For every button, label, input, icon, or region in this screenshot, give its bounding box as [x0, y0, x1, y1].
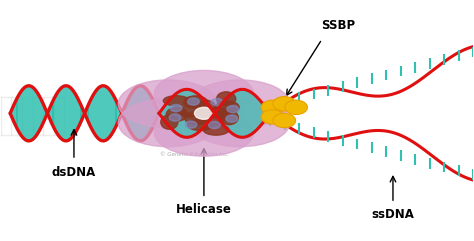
Ellipse shape [194, 107, 213, 119]
Ellipse shape [209, 121, 220, 129]
Text: SSBP: SSBP [321, 19, 356, 32]
Ellipse shape [217, 92, 236, 106]
Ellipse shape [202, 111, 225, 124]
Ellipse shape [220, 110, 238, 125]
Ellipse shape [118, 99, 218, 147]
Ellipse shape [273, 97, 296, 111]
Ellipse shape [188, 98, 200, 105]
Ellipse shape [184, 96, 208, 108]
Ellipse shape [166, 107, 187, 121]
Ellipse shape [190, 80, 290, 128]
Ellipse shape [196, 100, 216, 114]
Ellipse shape [190, 99, 290, 147]
Ellipse shape [205, 108, 231, 118]
Ellipse shape [169, 114, 181, 121]
Ellipse shape [285, 100, 308, 114]
Ellipse shape [226, 115, 237, 122]
Ellipse shape [161, 115, 178, 129]
Ellipse shape [185, 121, 197, 128]
Ellipse shape [155, 70, 254, 118]
Ellipse shape [261, 110, 284, 124]
Ellipse shape [155, 108, 254, 156]
Ellipse shape [170, 104, 182, 112]
Ellipse shape [178, 105, 203, 117]
Ellipse shape [211, 98, 223, 106]
Ellipse shape [187, 119, 213, 130]
Text: ssDNA: ssDNA [372, 208, 414, 221]
Ellipse shape [164, 94, 244, 132]
Ellipse shape [185, 112, 207, 125]
Text: dsDNA: dsDNA [52, 166, 96, 179]
Ellipse shape [118, 80, 218, 128]
Ellipse shape [227, 106, 239, 113]
Ellipse shape [261, 100, 284, 114]
Ellipse shape [203, 124, 229, 135]
Ellipse shape [164, 96, 189, 106]
Ellipse shape [215, 101, 239, 114]
Ellipse shape [273, 113, 296, 128]
Text: © Genetic Education Inc.: © Genetic Education Inc. [160, 152, 229, 157]
Text: Helicase: Helicase [176, 203, 232, 216]
